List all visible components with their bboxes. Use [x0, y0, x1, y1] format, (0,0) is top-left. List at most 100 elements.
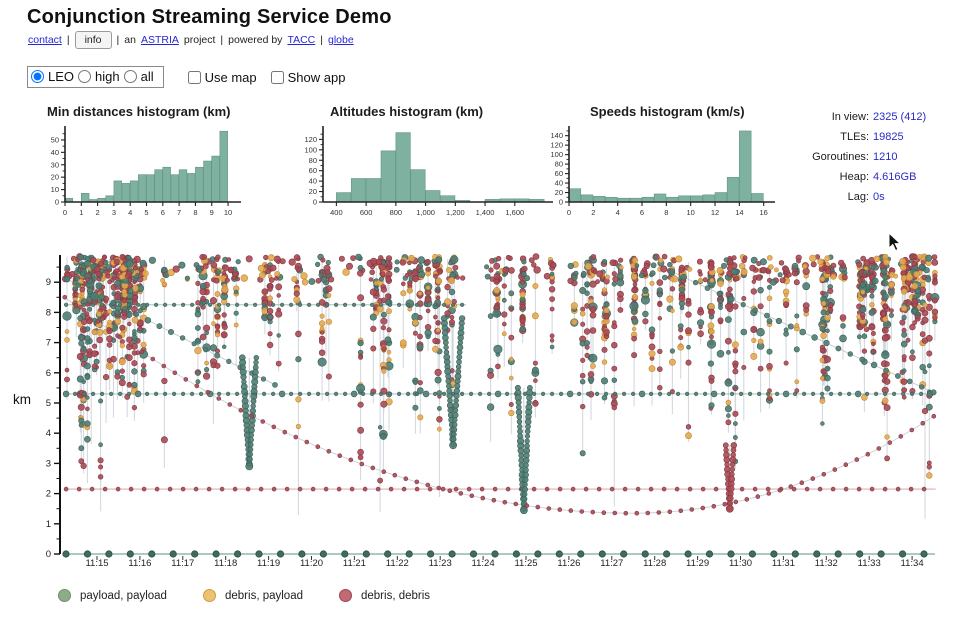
- checkbox-input-show-app[interactable]: [270, 70, 284, 84]
- svg-text:80: 80: [309, 156, 317, 165]
- radio-input-high[interactable]: [78, 70, 92, 83]
- svg-text:7: 7: [177, 208, 181, 217]
- svg-text:0: 0: [567, 208, 571, 217]
- svg-text:8: 8: [664, 208, 668, 217]
- svg-text:40: 40: [51, 148, 59, 157]
- svg-text:1: 1: [46, 519, 51, 530]
- radio-option-leo[interactable]: LEO: [31, 69, 74, 84]
- svg-text:2: 2: [591, 208, 595, 217]
- legend-label: debris, debris: [361, 589, 431, 602]
- checkbox-label: Show app: [287, 69, 346, 85]
- svg-text:11:28: 11:28: [643, 558, 666, 569]
- svg-text:1,000: 1,000: [416, 208, 435, 217]
- svg-text:120: 120: [550, 141, 563, 150]
- histogram-title: Min distances histogram (km): [47, 104, 231, 119]
- y-axis-label: km: [13, 392, 31, 407]
- stat-label: In view:: [831, 111, 869, 123]
- nav-text: powered by: [228, 34, 283, 46]
- svg-text:0: 0: [313, 198, 317, 207]
- radio-option-all[interactable]: all: [123, 69, 154, 84]
- svg-text:20: 20: [51, 173, 59, 182]
- svg-text:600: 600: [360, 208, 373, 217]
- svg-text:11:24: 11:24: [472, 558, 495, 569]
- legend-label: debris, payload: [225, 589, 303, 602]
- legend-item-debris-debris: debris, debris: [339, 589, 430, 602]
- svg-text:20: 20: [555, 188, 563, 197]
- svg-text:11:26: 11:26: [557, 558, 580, 569]
- nav-link-contact[interactable]: contact: [28, 34, 62, 46]
- radio-input-leo[interactable]: [31, 70, 44, 83]
- svg-text:11:25: 11:25: [514, 558, 537, 569]
- svg-text:20: 20: [309, 187, 317, 196]
- header-nav: contact | info | an ASTRIA project | powered by T…: [28, 31, 354, 49]
- chart-legend: payload, payload debris, payload debris, d…: [0, 589, 960, 615]
- svg-text:100: 100: [550, 150, 563, 159]
- svg-text:30: 30: [51, 160, 59, 169]
- conjunctions-scatter-chart[interactable]: 0 1 2 3 4 5 6 7 8 9 11:15 11:16 11:17 11:18 11:19 11:20…: [0, 246, 960, 580]
- svg-text:60: 60: [555, 169, 563, 178]
- nav-text: project: [183, 34, 216, 46]
- radio-label: LEO: [48, 69, 75, 84]
- svg-text:1: 1: [79, 208, 83, 217]
- svg-text:80: 80: [555, 160, 563, 169]
- legend-swatch-icon: [339, 589, 352, 602]
- svg-text:5: 5: [144, 208, 148, 217]
- svg-text:100: 100: [304, 145, 317, 154]
- svg-text:2: 2: [46, 489, 51, 500]
- radio-input-all[interactable]: [123, 70, 137, 83]
- stat-label: TLEs:: [840, 131, 869, 143]
- svg-text:10: 10: [687, 208, 695, 217]
- svg-text:10: 10: [51, 185, 59, 194]
- histogram-title: Speeds histogram (km/s): [590, 104, 745, 119]
- stat-label: Lag:: [847, 191, 869, 203]
- svg-text:12: 12: [711, 208, 719, 217]
- svg-text:14: 14: [735, 208, 743, 217]
- svg-text:6: 6: [46, 368, 51, 379]
- stat-value: 19825: [873, 131, 904, 143]
- svg-text:11:27: 11:27: [600, 558, 623, 569]
- svg-text:4: 4: [128, 208, 132, 217]
- stat-value: 1210: [873, 151, 898, 163]
- stat-value: 4.616GB: [873, 171, 917, 183]
- checkbox-input-use-map[interactable]: [187, 70, 201, 84]
- histogram-title: Altitudes histogram (km): [330, 104, 484, 119]
- info-button[interactable]: info: [74, 31, 112, 49]
- svg-text:0: 0: [46, 549, 51, 560]
- legend-item-debris-payload: debris, payload: [203, 589, 303, 602]
- radio-option-high[interactable]: high: [78, 69, 120, 84]
- svg-text:6: 6: [161, 208, 165, 217]
- svg-text:60: 60: [309, 166, 317, 175]
- svg-text:2: 2: [96, 208, 100, 217]
- svg-text:0: 0: [559, 198, 563, 207]
- svg-text:7: 7: [46, 338, 51, 349]
- svg-text:11:21: 11:21: [343, 558, 366, 569]
- svg-text:5: 5: [46, 398, 51, 409]
- nav-link-globe[interactable]: globe: [327, 34, 354, 46]
- svg-text:400: 400: [330, 208, 343, 217]
- stat-row-tles: TLEs: 19825: [791, 127, 956, 147]
- svg-text:16: 16: [760, 208, 768, 217]
- svg-text:11:23: 11:23: [429, 558, 452, 569]
- altitudes-histogram: Altitudes histogram (km) 0 20 40 60 80 100 120…: [298, 104, 562, 220]
- nav-separator: |: [320, 34, 323, 46]
- min-distances-histogram-canvas: 0 10 20 30 40 50 0 1 2 3 4 5 6 7 8 9 10: [51, 126, 241, 217]
- nav-link-astria[interactable]: ASTRIA: [140, 34, 179, 46]
- svg-text:1,400: 1,400: [476, 208, 495, 217]
- svg-text:4: 4: [616, 208, 620, 217]
- stat-label: Goroutines:: [812, 151, 869, 163]
- svg-text:0: 0: [55, 198, 59, 207]
- checkbox-option-use-map[interactable]: Use map: [187, 70, 257, 85]
- svg-text:40: 40: [309, 177, 317, 186]
- stat-row-goroutines: Goroutines: 1210: [791, 147, 956, 167]
- nav-separator: |: [220, 34, 224, 46]
- svg-text:8: 8: [46, 307, 51, 318]
- svg-text:11:19: 11:19: [257, 558, 280, 569]
- stat-row-in-view: In view: 2325 (412): [791, 107, 956, 127]
- stat-row-heap: Heap: 4.616GB: [791, 167, 956, 187]
- svg-text:11:34: 11:34: [901, 558, 924, 569]
- svg-text:120: 120: [304, 135, 317, 144]
- svg-text:11:29: 11:29: [686, 558, 709, 569]
- nav-link-tacc[interactable]: TACC: [287, 34, 316, 46]
- checkbox-option-show-app[interactable]: Show app: [270, 69, 346, 85]
